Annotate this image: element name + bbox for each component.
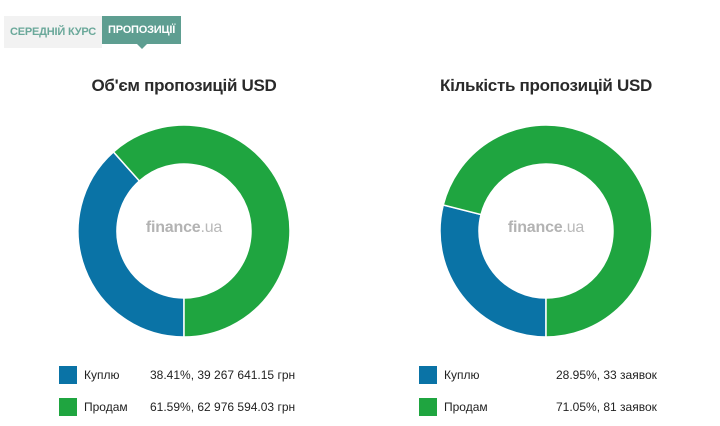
legend-swatch-sell xyxy=(419,398,437,416)
legend-item-buy: Куплю 38.41%, 39 267 641.15 грн xyxy=(59,362,295,388)
donut-chart-volume xyxy=(77,124,291,338)
donut-slice-sell[interactable] xyxy=(112,124,291,338)
tab-average-rate[interactable]: Середній курс xyxy=(4,16,102,48)
legend-value: 38.41%, 39 267 641.15 грн xyxy=(150,368,296,382)
chart-legend: Куплю 38.41%, 39 267 641.15 грн Продам 6… xyxy=(59,362,295,426)
legend-item-sell: Продам 61.59%, 62 976 594.03 грн xyxy=(59,394,295,420)
chart-legend: Куплю 28.95%, 33 заявок Продам 71.05%, 8… xyxy=(419,362,657,426)
tab-bar: Середній курс Пропозиції xyxy=(4,16,182,49)
legend-label: Куплю xyxy=(444,368,480,382)
chart-panel-volume: Об'єм пропозицій USD finance.ua Куплю 38… xyxy=(4,70,364,422)
legend-value: 61.59%, 62 976 594.03 грн xyxy=(150,400,296,414)
chart-title: Об'єм пропозицій USD xyxy=(91,76,277,95)
chart-panel-count: Кількість пропозицій USD finance.ua Купл… xyxy=(366,70,720,422)
legend-swatch-buy xyxy=(419,366,437,384)
legend-value: 28.95%, 33 заявок xyxy=(556,368,657,382)
legend-label: Продам xyxy=(84,400,128,414)
legend-swatch-sell xyxy=(59,398,77,416)
legend-item-sell: Продам 71.05%, 81 заявок xyxy=(419,394,657,420)
legend-item-buy: Куплю 28.95%, 33 заявок xyxy=(419,362,657,388)
legend-label: Куплю xyxy=(84,368,120,382)
watermark-logo: finance.ua xyxy=(507,219,585,236)
donut-slice-buy[interactable] xyxy=(439,204,547,338)
donut-chart-count xyxy=(439,124,653,338)
donut-slice-sell[interactable] xyxy=(442,124,653,338)
legend-label: Продам xyxy=(444,400,488,414)
donut-slice-buy[interactable] xyxy=(77,150,185,338)
legend-swatch-buy xyxy=(59,366,77,384)
legend-value: 71.05%, 81 заявок xyxy=(556,400,657,414)
chart-title: Кількість пропозицій USD xyxy=(440,76,652,95)
tab-offers[interactable]: Пропозиції xyxy=(102,16,182,49)
watermark-logo: finance.ua xyxy=(145,219,223,236)
